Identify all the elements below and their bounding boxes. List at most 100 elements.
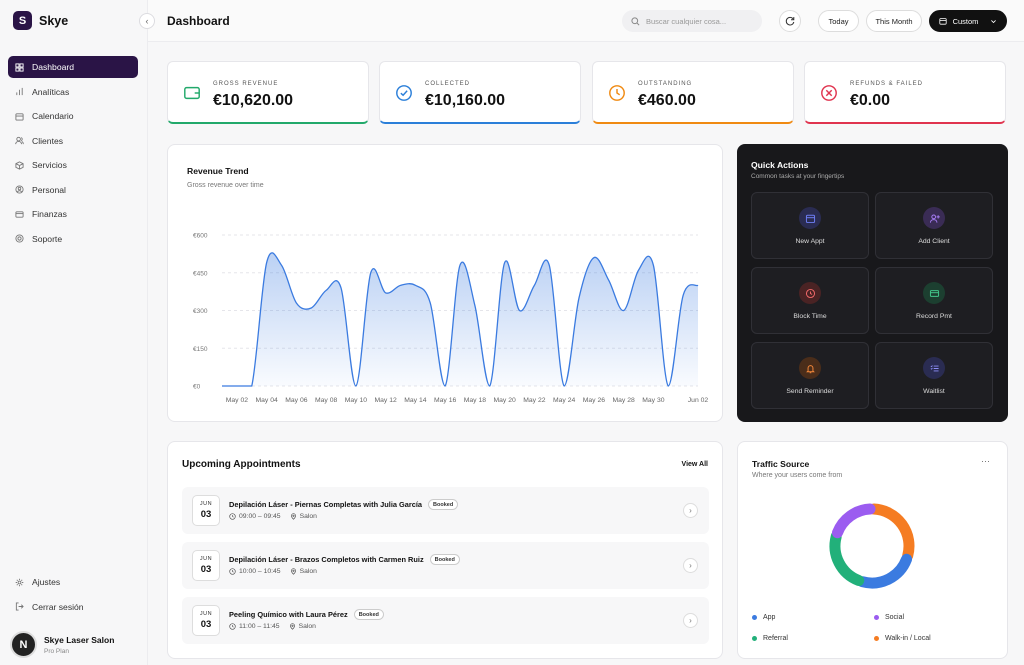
quick-action-add-client[interactable]: Add Client [875, 192, 993, 259]
calendar-icon [799, 207, 821, 229]
appointments-title: Upcoming Appointments [182, 459, 301, 470]
donut-slice-referral[interactable] [829, 530, 865, 587]
donut-slice-walk-in-local[interactable] [868, 503, 915, 562]
clock-icon [229, 623, 236, 630]
date-day: 03 [200, 564, 212, 575]
donut-slice-social[interactable] [831, 503, 876, 539]
quick-action-label: Waitlist [923, 388, 945, 395]
traffic-card: Traffic Source Where your users come fro… [737, 441, 1008, 659]
x-tick-label: May 28 [612, 397, 635, 404]
stat-label: COLLECTED [425, 81, 471, 87]
quick-action-block-time[interactable]: Block Time [751, 267, 869, 334]
sidebar-item-dashboard[interactable]: Dashboard [8, 56, 138, 78]
status-badge: Booked [429, 554, 460, 565]
collapse-sidebar-button[interactable]: ‹ [139, 13, 155, 29]
appointment-room: Salon [299, 568, 317, 575]
revenue-title: Revenue Trend [187, 166, 249, 176]
sidebar-item-soporte[interactable]: Soporte [8, 228, 138, 250]
search-placeholder: Buscar cualquier cosa... [646, 16, 727, 26]
quick-action-record-pmt[interactable]: Record Pmt [875, 267, 993, 334]
users-icon [15, 136, 24, 145]
today-button[interactable]: Today [818, 10, 859, 32]
brand-logo: S [13, 11, 32, 30]
list-icon [923, 357, 945, 379]
x-tick-label: May 10 [345, 397, 368, 404]
appointment-title: Peeling Químico with Laura Pérez [229, 610, 348, 619]
quick-action-label: Block Time [793, 313, 827, 320]
stat-label: OUTSTANDING [638, 81, 693, 87]
stat-value: €460.00 [638, 92, 696, 109]
status-badge: Booked [428, 499, 459, 510]
search-input[interactable]: Buscar cualquier cosa... [622, 10, 762, 32]
wallet-icon [184, 86, 200, 100]
x-tick-label: May 02 [226, 397, 249, 404]
bell-icon [799, 357, 821, 379]
sidebar-item-cerrar-sesi-n[interactable]: Cerrar sesión [8, 596, 138, 618]
calendar-icon [938, 18, 947, 25]
quick-action-send-reminder[interactable]: Send Reminder [751, 342, 869, 409]
topbar: Dashboard Buscar cualquier cosa... Today… [148, 0, 1024, 42]
clock-icon [799, 282, 821, 304]
appointment-row[interactable]: JUN 03 Depilación Láser - Brazos Completos… [182, 542, 709, 589]
appointment-time: 09:00 – 09:45 [239, 513, 281, 520]
sidebar-item-calendario[interactable]: Calendario [8, 105, 138, 127]
quick-action-waitlist[interactable]: Waitlist [875, 342, 993, 409]
gear-icon [15, 578, 24, 586]
sidebar-item-ajustes[interactable]: Ajustes [8, 571, 138, 593]
sidebar-item-label: Cerrar sesión [32, 601, 84, 612]
page-title: Dashboard [167, 14, 230, 28]
location-pin-icon [290, 568, 296, 575]
quick-action-new-appt[interactable]: New Appt [751, 192, 869, 259]
appointments-card: Upcoming Appointments View All JUN 03 Depi… [167, 441, 723, 659]
sidebar-item-label: Servicios [32, 160, 67, 170]
clock-icon [609, 85, 625, 101]
calendar-icon [15, 112, 24, 121]
sidebar-item-label: Analíticas [32, 86, 70, 97]
sidebar-item-anal-ticas[interactable]: Analíticas [8, 81, 138, 103]
revenue-card: Revenue Trend Gross revenue over time €0… [167, 144, 723, 422]
donut-slice-app[interactable] [856, 553, 913, 589]
quick-actions-card: Quick Actions Common tasks at your finge… [737, 144, 1008, 422]
appointment-row[interactable]: JUN 03 Peeling Químico with Laura Pérez Boo… [182, 597, 709, 644]
view-all-link[interactable]: View All [681, 461, 708, 468]
stat-card: GROSS REVENUE €10,620.00 [167, 61, 369, 124]
card-icon [15, 210, 24, 218]
search-icon [631, 16, 640, 25]
card-icon [923, 282, 945, 304]
brand[interactable]: S Skye [13, 11, 68, 30]
traffic-title: Traffic Source [752, 459, 810, 469]
chevron-right-icon[interactable]: › [683, 613, 698, 628]
x-tick-label: May 24 [553, 397, 576, 404]
x-tick-label: May 20 [493, 397, 516, 404]
avatar: N [10, 631, 37, 658]
this-month-button[interactable]: This Month [866, 10, 922, 32]
custom-range-button[interactable]: Custom [929, 10, 1007, 32]
sidebar-item-clientes[interactable]: Clientes [8, 130, 138, 152]
revenue-line [222, 252, 699, 387]
legend-label: Referral [763, 635, 788, 642]
legend-label: Social [885, 614, 905, 621]
appointment-row[interactable]: JUN 03 Depilación Láser - Piernas Completa… [182, 487, 709, 534]
legend-dot [752, 636, 757, 641]
more-options-icon[interactable]: ··· [981, 456, 990, 466]
location-pin-icon [290, 513, 296, 520]
sidebar-item-servicios[interactable]: Servicios [8, 154, 138, 176]
chevron-right-icon[interactable]: › [683, 558, 698, 573]
date-month: JUN [199, 556, 213, 562]
x-circle-icon [821, 85, 837, 101]
sidebar-item-label: Dashboard [32, 62, 75, 72]
sidebar-item-finanzas[interactable]: Finanzas [8, 203, 138, 225]
user-plan: Pro Plan [44, 647, 69, 655]
sidebar-item-personal[interactable]: Personal [8, 179, 138, 201]
stat-card: OUTSTANDING €460.00 [592, 61, 794, 124]
quick-action-label: Record Pmt [916, 313, 952, 320]
x-tick-label: May 18 [464, 397, 487, 404]
chevron-right-icon[interactable]: › [683, 503, 698, 518]
sidebar-item-label: Personal [32, 184, 66, 195]
user-profile[interactable]: N Skye Laser Salon Pro Plan [10, 631, 114, 658]
user-name: Skye Laser Salon [44, 634, 115, 645]
stat-card: COLLECTED €10,160.00 [379, 61, 581, 124]
refresh-button[interactable] [779, 10, 801, 32]
y-tick-label: €150 [193, 346, 208, 353]
legend-label: App [763, 614, 776, 621]
